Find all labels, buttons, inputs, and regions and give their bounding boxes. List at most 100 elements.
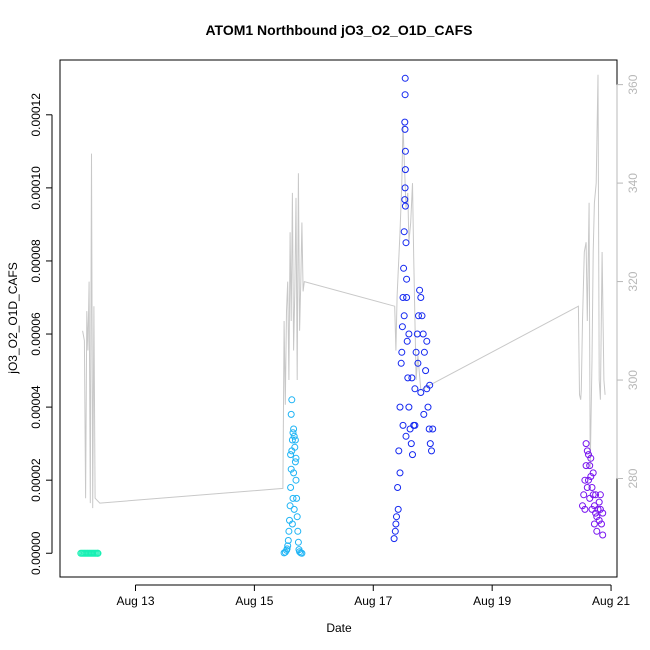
x-axis-label: Date <box>326 621 352 635</box>
secondary-line-path <box>82 74 606 509</box>
data-point-1 <box>291 436 299 444</box>
data-point-1 <box>283 545 291 553</box>
data-point-3 <box>582 462 590 470</box>
data-point-1 <box>281 548 289 556</box>
y2-tick-label: 340 <box>626 173 640 193</box>
data-point-1 <box>289 429 297 437</box>
data-point-3 <box>590 520 598 528</box>
data-point-3 <box>583 447 591 455</box>
data-point-2 <box>392 520 400 528</box>
data-point-2 <box>412 348 420 356</box>
y2-tick-label: 360 <box>626 74 640 94</box>
data-point-2 <box>408 374 416 382</box>
data-point-2 <box>415 312 422 320</box>
x-tick-label: Aug 15 <box>235 594 273 608</box>
data-point-1 <box>287 410 295 418</box>
data-point-3 <box>582 440 590 448</box>
data-point-2 <box>400 228 408 236</box>
x-tick-label: Aug 13 <box>116 594 154 608</box>
scatter-points <box>77 74 607 557</box>
data-point-1 <box>291 443 299 451</box>
data-point-3 <box>586 462 594 470</box>
data-point-3 <box>588 484 596 491</box>
data-point-1 <box>292 454 300 462</box>
data-point-1 <box>288 436 296 444</box>
data-point-2 <box>403 294 411 301</box>
data-point-2 <box>420 410 428 418</box>
data-point-1 <box>298 549 306 557</box>
data-point-2 <box>401 125 409 133</box>
data-point-2 <box>401 74 409 82</box>
data-point-2 <box>401 166 409 174</box>
data-point-2 <box>405 403 413 411</box>
data-point-3 <box>580 491 588 499</box>
y-axis-label: jO3_O2_O1D_CAFS <box>6 262 20 374</box>
data-point-1 <box>293 494 301 502</box>
data-point-2 <box>425 425 433 433</box>
data-point-2 <box>417 389 425 396</box>
data-point-1 <box>284 542 292 550</box>
data-point-2 <box>420 348 428 356</box>
data-point-2 <box>406 425 414 433</box>
data-point-2 <box>399 421 407 429</box>
data-point-2 <box>426 381 434 389</box>
data-point-2 <box>418 312 426 320</box>
y2-tick-label: 320 <box>626 271 640 291</box>
data-point-2 <box>419 330 427 338</box>
data-point-1 <box>285 527 293 535</box>
y-tick-label: 0.00010 <box>29 166 43 210</box>
data-point-1 <box>290 505 298 513</box>
data-point-2 <box>402 239 410 247</box>
data-point-2 <box>401 118 409 126</box>
data-point-3 <box>590 502 598 510</box>
x-tick-label: Aug 17 <box>354 594 392 608</box>
data-point-3 <box>585 451 592 459</box>
secondary-line-series <box>82 74 606 509</box>
data-point-2 <box>401 196 409 204</box>
data-point-2 <box>403 275 411 283</box>
data-point-1 <box>291 458 299 466</box>
data-point-2 <box>398 348 406 356</box>
data-point-1 <box>292 476 300 484</box>
y2-tick-label: 300 <box>626 370 640 390</box>
data-point-3 <box>581 505 589 513</box>
data-point-2 <box>411 421 419 429</box>
data-point-2 <box>401 147 409 155</box>
data-point-2 <box>403 337 411 345</box>
data-point-2 <box>426 440 434 448</box>
data-point-2 <box>404 374 412 382</box>
x-axis: Aug 13 Aug 15 Aug 17 Aug 19 Aug 21 <box>116 584 630 608</box>
x-tick-label: Aug 19 <box>473 594 511 608</box>
data-point-2 <box>396 469 404 477</box>
data-point-3 <box>595 516 603 524</box>
data-point-1 <box>294 538 302 546</box>
data-point-1 <box>289 494 297 502</box>
data-point-1 <box>286 502 294 510</box>
data-point-2 <box>395 447 403 455</box>
data-point-2 <box>399 294 407 301</box>
data-point-3 <box>592 491 600 499</box>
data-point-2 <box>394 505 402 513</box>
data-point-3 <box>595 498 603 506</box>
y-axis-right: 280 300 320 340 360 <box>616 74 640 489</box>
data-point-1 <box>287 465 295 473</box>
data-point-2 <box>416 286 424 294</box>
data-point-2 <box>398 323 406 331</box>
data-point-2 <box>390 535 398 543</box>
data-point-2 <box>423 337 431 345</box>
y-tick-label: 0.00008 <box>29 239 43 283</box>
data-point-3 <box>599 509 607 517</box>
data-point-3 <box>599 531 607 539</box>
data-point-3 <box>593 527 601 535</box>
data-point-1 <box>287 484 295 491</box>
data-point-2 <box>407 440 415 448</box>
data-point-3 <box>587 473 595 480</box>
y-tick-label: 0.00004 <box>29 385 43 429</box>
data-point-3 <box>596 491 604 499</box>
data-point-2 <box>397 359 405 367</box>
data-point-3 <box>589 469 597 477</box>
data-point-1 <box>290 432 298 440</box>
data-point-3 <box>593 513 601 521</box>
data-point-2 <box>409 451 416 459</box>
